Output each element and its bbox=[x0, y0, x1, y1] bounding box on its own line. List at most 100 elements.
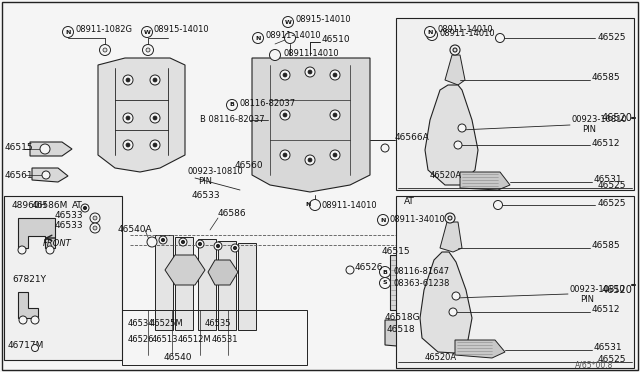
Polygon shape bbox=[420, 252, 472, 353]
Circle shape bbox=[42, 171, 50, 179]
Circle shape bbox=[153, 116, 157, 120]
Text: 67821Y: 67821Y bbox=[12, 276, 46, 285]
Circle shape bbox=[454, 141, 462, 149]
Circle shape bbox=[452, 292, 460, 300]
Circle shape bbox=[227, 99, 237, 110]
Circle shape bbox=[99, 45, 111, 55]
Polygon shape bbox=[30, 142, 72, 156]
Circle shape bbox=[493, 201, 502, 209]
Polygon shape bbox=[455, 340, 505, 358]
Text: 00923-10810: 00923-10810 bbox=[570, 285, 626, 294]
Polygon shape bbox=[32, 168, 68, 182]
Circle shape bbox=[153, 143, 157, 147]
Text: 46520: 46520 bbox=[602, 285, 633, 295]
Circle shape bbox=[123, 75, 133, 85]
Circle shape bbox=[234, 247, 237, 250]
Text: S: S bbox=[383, 280, 387, 285]
Circle shape bbox=[196, 240, 204, 248]
Circle shape bbox=[40, 144, 50, 154]
Text: N: N bbox=[65, 29, 70, 35]
Text: 46717M: 46717M bbox=[8, 340, 44, 350]
Text: 08915-14010: 08915-14010 bbox=[154, 26, 210, 35]
Circle shape bbox=[141, 26, 152, 38]
Circle shape bbox=[381, 144, 389, 152]
Text: 46513: 46513 bbox=[152, 336, 179, 344]
Polygon shape bbox=[390, 255, 425, 310]
Circle shape bbox=[333, 73, 337, 77]
Text: 46561: 46561 bbox=[5, 171, 34, 180]
Text: 08911-34010: 08911-34010 bbox=[390, 215, 445, 224]
Polygon shape bbox=[440, 222, 462, 252]
Text: 08116-81647: 08116-81647 bbox=[393, 267, 449, 276]
Circle shape bbox=[449, 308, 457, 316]
Text: 46518G: 46518G bbox=[385, 314, 420, 323]
Circle shape bbox=[280, 150, 290, 160]
Text: AT: AT bbox=[72, 201, 83, 209]
Bar bbox=[4, 196, 122, 360]
Circle shape bbox=[93, 226, 97, 230]
Polygon shape bbox=[18, 292, 38, 318]
Circle shape bbox=[330, 150, 340, 160]
Circle shape bbox=[231, 244, 239, 252]
Circle shape bbox=[126, 78, 130, 82]
Circle shape bbox=[283, 153, 287, 157]
Bar bbox=[396, 18, 634, 190]
Circle shape bbox=[280, 110, 290, 120]
Circle shape bbox=[123, 140, 133, 150]
Text: 46525M: 46525M bbox=[150, 318, 184, 327]
Polygon shape bbox=[198, 239, 216, 330]
Text: 08911-14010: 08911-14010 bbox=[437, 26, 493, 35]
Polygon shape bbox=[175, 237, 193, 330]
Bar bbox=[122, 310, 307, 365]
Circle shape bbox=[305, 155, 315, 165]
Circle shape bbox=[282, 16, 294, 28]
Text: 46534: 46534 bbox=[128, 318, 154, 327]
Circle shape bbox=[179, 238, 187, 246]
Text: AT: AT bbox=[404, 198, 415, 206]
Text: PIN: PIN bbox=[198, 177, 212, 186]
Polygon shape bbox=[238, 243, 256, 330]
Circle shape bbox=[146, 48, 150, 52]
Circle shape bbox=[159, 236, 167, 244]
Text: 46525: 46525 bbox=[598, 182, 627, 190]
Text: 46540A: 46540A bbox=[118, 225, 152, 234]
Text: 46531: 46531 bbox=[594, 343, 623, 353]
Text: 46510: 46510 bbox=[322, 35, 351, 45]
Circle shape bbox=[46, 246, 54, 254]
Text: 08116-82037: 08116-82037 bbox=[239, 99, 295, 108]
Text: B: B bbox=[230, 103, 234, 108]
Text: N: N bbox=[429, 32, 435, 38]
Circle shape bbox=[161, 238, 164, 241]
Circle shape bbox=[330, 110, 340, 120]
Circle shape bbox=[378, 215, 388, 225]
Circle shape bbox=[126, 116, 130, 120]
Text: 08915-14010: 08915-14010 bbox=[295, 16, 351, 25]
Text: 46533: 46533 bbox=[192, 192, 221, 201]
Text: N: N bbox=[380, 218, 386, 222]
Text: 46515: 46515 bbox=[5, 144, 34, 153]
Circle shape bbox=[150, 113, 160, 123]
Circle shape bbox=[380, 278, 390, 289]
Circle shape bbox=[305, 67, 315, 77]
Text: B 08116-82037: B 08116-82037 bbox=[200, 115, 264, 125]
Circle shape bbox=[31, 344, 38, 352]
Text: PIN: PIN bbox=[580, 295, 594, 304]
Circle shape bbox=[214, 242, 222, 250]
Text: 46585: 46585 bbox=[592, 74, 621, 83]
Circle shape bbox=[153, 78, 157, 82]
Circle shape bbox=[198, 243, 202, 246]
Text: 46526: 46526 bbox=[128, 336, 154, 344]
Circle shape bbox=[93, 216, 97, 220]
Text: 46515: 46515 bbox=[382, 247, 411, 257]
Polygon shape bbox=[218, 241, 236, 330]
Text: 08911-14010: 08911-14010 bbox=[440, 29, 495, 38]
Text: 46533: 46533 bbox=[55, 211, 84, 219]
Text: N: N bbox=[428, 29, 433, 35]
Circle shape bbox=[103, 48, 107, 52]
Text: 08911-14010: 08911-14010 bbox=[322, 201, 378, 209]
Circle shape bbox=[283, 73, 287, 77]
Polygon shape bbox=[445, 55, 465, 85]
Circle shape bbox=[280, 70, 290, 80]
Ellipse shape bbox=[30, 342, 60, 354]
Text: 46520A: 46520A bbox=[425, 353, 457, 362]
